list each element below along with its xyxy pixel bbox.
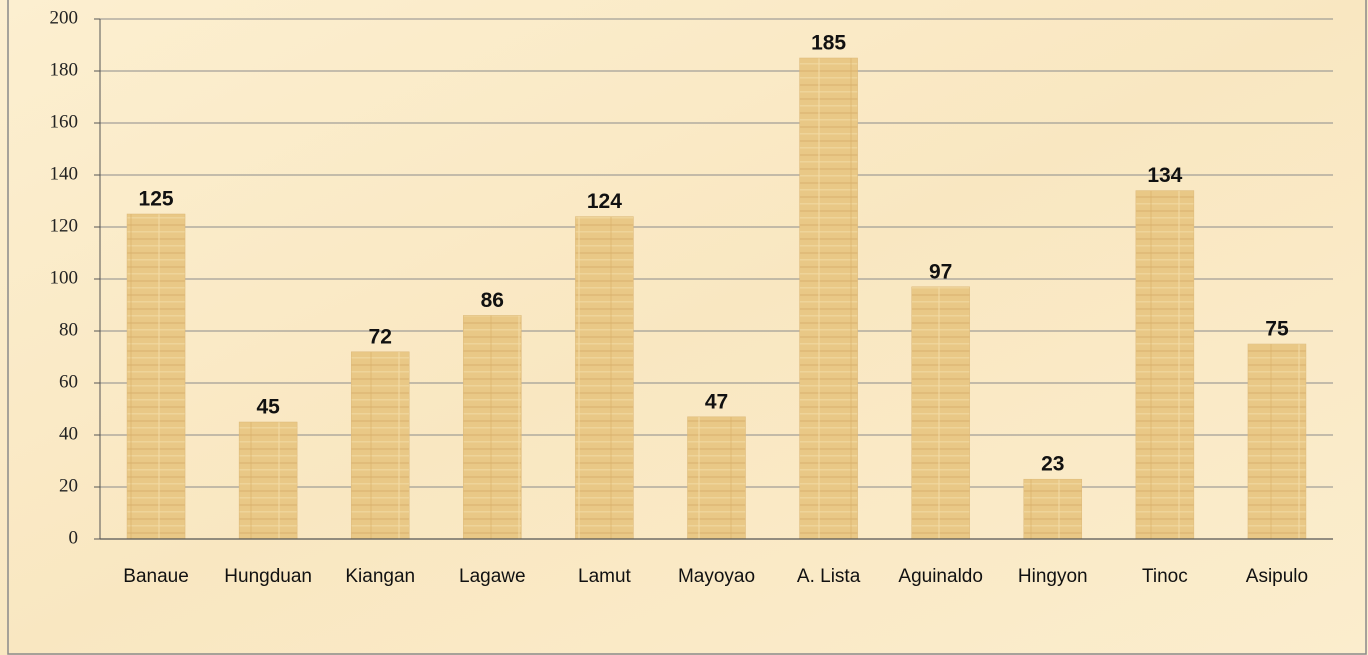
bar [463,315,522,540]
bar [1023,478,1083,540]
y-tick-label: 20 [59,475,78,496]
y-tick-label: 160 [50,111,79,132]
bar [687,416,746,540]
x-tick-label: Lamut [578,566,632,587]
x-tick-label: Mayoyao [678,566,755,587]
value-label: 185 [811,32,846,55]
y-tick-label: 200 [50,7,79,28]
value-label: 124 [587,190,622,213]
value-label: 134 [1147,164,1182,187]
bar [238,421,298,540]
x-tick-label: Lagawe [459,566,526,587]
x-tick-label: Tinoc [1142,566,1188,587]
y-tick-label: 0 [69,527,79,548]
y-tick-label: 120 [50,215,79,236]
x-tick-label: Hingyon [1018,566,1088,587]
bar [911,286,970,540]
value-label: 72 [369,325,392,348]
y-tick-label: 100 [50,267,79,288]
bar [1247,343,1307,540]
x-tick-label: Aguinaldo [898,566,983,587]
y-tick-label: 180 [50,59,79,80]
value-label: 86 [481,289,504,312]
value-label: 75 [1265,318,1289,341]
value-label: 97 [929,260,952,283]
y-tick-label: 40 [59,423,78,444]
x-tick-label: A. Lista [797,566,861,587]
bar [799,57,858,540]
bar [575,216,634,540]
x-tick-label: Kiangan [345,566,415,587]
plot-area: 0 20 40 60 80 100 120 140 160 180 200 Banaue 125 Hung… [50,7,1333,587]
bar [1135,190,1195,540]
frame [7,0,1367,655]
bar [350,351,410,540]
value-label: 125 [139,188,174,211]
y-tick-label: 80 [59,319,78,340]
value-label: 23 [1041,453,1064,476]
y-tick-label: 60 [59,371,78,392]
y-tick-label: 140 [50,163,79,184]
x-tick-label: Hungduan [224,566,312,587]
value-label: 47 [705,390,728,413]
bar [126,213,186,540]
x-tick-label: Asipulo [1246,566,1308,587]
x-tick-label: Banaue [123,566,189,587]
value-label: 45 [256,396,280,419]
